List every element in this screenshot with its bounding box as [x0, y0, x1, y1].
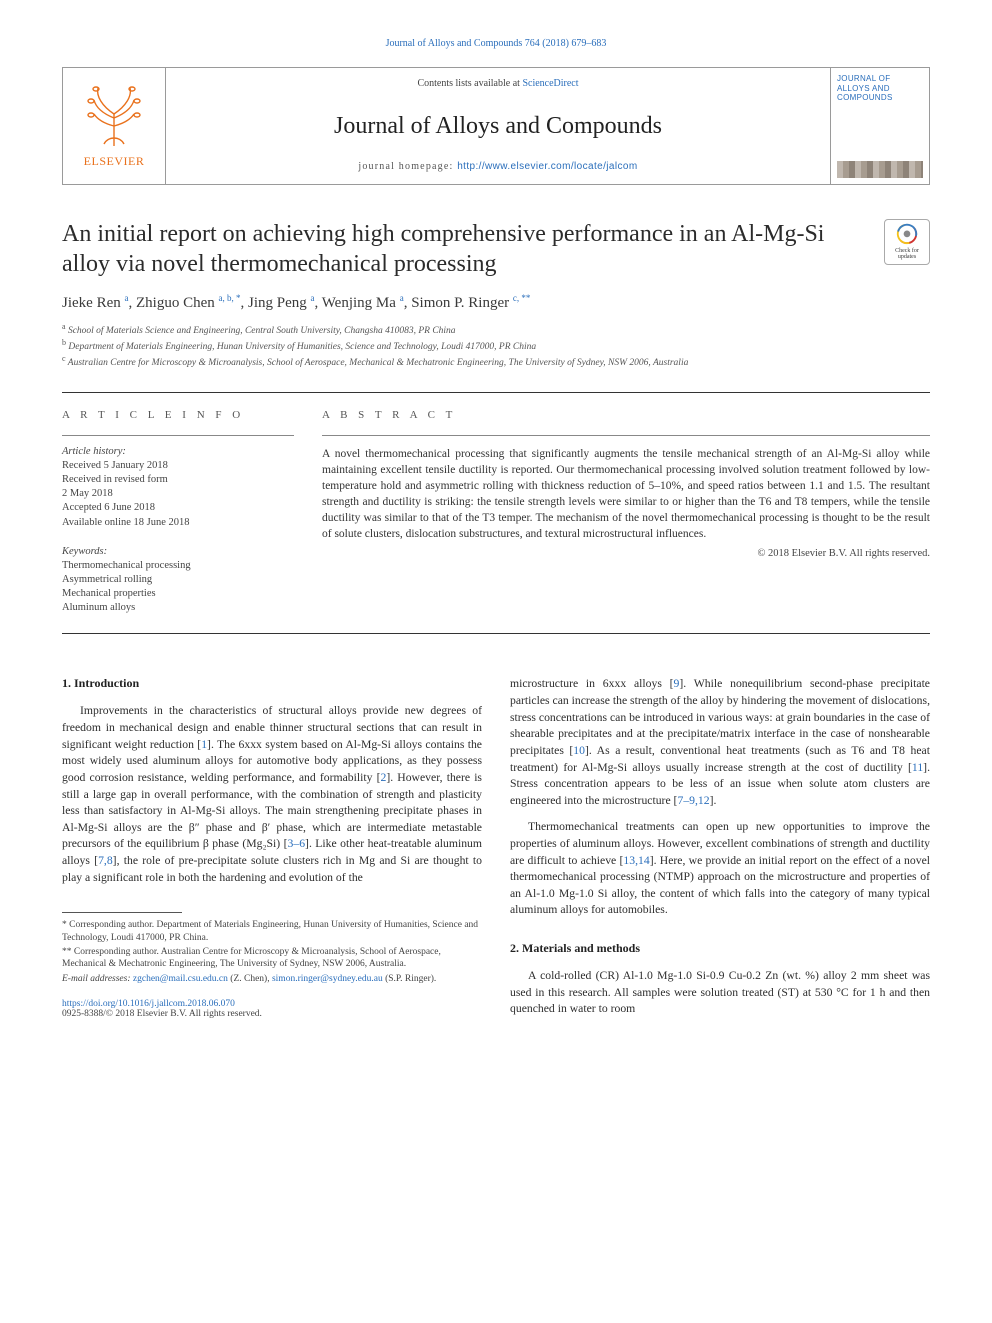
- methods-para-1: A cold-rolled (CR) Al-1.0 Mg-1.0 Si-0.9 …: [510, 968, 930, 1018]
- txt: A cold-rolled (CR) Al-1.0 Mg-1.0 Si-0.9 …: [510, 969, 930, 1015]
- footnote-rule: [62, 912, 182, 913]
- homepage-line: journal homepage: http://www.elsevier.co…: [176, 161, 820, 172]
- crossmark-line-1: Check for: [895, 248, 919, 254]
- intro-para-1-cont: microstructure in 6xxx alloys [9]. While…: [510, 676, 930, 809]
- banner-mid: Contents lists available at ScienceDirec…: [166, 67, 830, 185]
- journal-cover-thumb: JOURNAL OF ALLOYS AND COMPOUNDS: [830, 67, 930, 185]
- emails-prefix: E-mail addresses:: [62, 974, 133, 984]
- cite-11[interactable]: 11: [912, 761, 923, 774]
- elsevier-tree-icon: [82, 84, 146, 148]
- cover-art-strip: [837, 161, 923, 178]
- abstract-text: A novel thermomechanical processing that…: [322, 446, 930, 543]
- article-info-cap: A R T I C L E I N F O: [62, 409, 294, 421]
- issn-copyright: 0925-8388/© 2018 Elsevier B.V. All right…: [62, 1009, 482, 1019]
- title-row: An initial report on achieving high comp…: [62, 219, 930, 279]
- section-2-heading: 2. Materials and methods: [510, 941, 930, 956]
- abstract-col: A B S T R A C T A novel thermomechanical…: [322, 409, 930, 616]
- abstract-rule: [322, 435, 930, 436]
- txt: ], the role of pre-precipitate solute cl…: [62, 854, 482, 884]
- email-1-who: (Z. Chen),: [228, 974, 272, 984]
- cover-line-3: COMPOUNDS: [837, 93, 893, 102]
- sciencedirect-link[interactable]: ScienceDirect: [522, 78, 578, 89]
- col-right: microstructure in 6xxx alloys [9]. While…: [510, 676, 930, 1027]
- txt: microstructure in 6xxx alloys [: [510, 677, 674, 690]
- affiliations: a School of Materials Science and Engine…: [62, 322, 930, 370]
- contents-prefix: Contents lists available at: [417, 78, 522, 89]
- intro-para-2: Thermomechanical treatments can open up …: [510, 819, 930, 919]
- email-1[interactable]: zgchen@mail.csu.edu.cn: [133, 974, 228, 984]
- rule-above-info: [62, 392, 930, 393]
- cite-7-9-12[interactable]: 7–9,12: [677, 794, 709, 807]
- keywords-head: Keywords:: [62, 546, 294, 557]
- authors-line: Jieke Ren a, Zhiguo Chen a, b, *, Jing P…: [62, 293, 930, 312]
- doi-block: https://doi.org/10.1016/j.jallcom.2018.0…: [62, 999, 482, 1019]
- cite-3-6[interactable]: 3–6: [288, 837, 306, 850]
- info-abstract-row: A R T I C L E I N F O Article history: R…: [62, 409, 930, 616]
- crossmark-badge[interactable]: Check for updates: [884, 219, 930, 265]
- footnote-emails: E-mail addresses: zgchen@mail.csu.edu.cn…: [62, 973, 482, 985]
- cover-line-2: ALLOYS AND: [837, 84, 890, 93]
- cite-7-8[interactable]: 7,8: [98, 854, 113, 867]
- article-info-col: A R T I C L E I N F O Article history: R…: [62, 409, 294, 616]
- cite-10[interactable]: 10: [573, 744, 585, 757]
- section-1-heading: 1. Introduction: [62, 676, 482, 691]
- elsevier-wordmark: ELSEVIER: [84, 154, 145, 169]
- crossmark-line-2: updates: [898, 254, 916, 260]
- journal-title: Journal of Alloys and Compounds: [176, 113, 820, 140]
- top-citation: Journal of Alloys and Compounds 764 (201…: [62, 38, 930, 49]
- abstract-cap: A B S T R A C T: [322, 409, 930, 421]
- homepage-prefix: journal homepage:: [358, 161, 457, 172]
- keywords-body: Thermomechanical processingAsymmetrical …: [62, 559, 294, 616]
- col-left: 1. Introduction Improvements in the char…: [62, 676, 482, 1027]
- homepage-link[interactable]: http://www.elsevier.com/locate/jalcom: [457, 161, 637, 172]
- article-title: An initial report on achieving high comp…: [62, 219, 874, 279]
- contents-line: Contents lists available at ScienceDirec…: [176, 78, 820, 89]
- abstract-copyright: © 2018 Elsevier B.V. All rights reserved…: [322, 548, 930, 559]
- email-2-who: (S.P. Ringer).: [383, 974, 437, 984]
- cover-line-1: JOURNAL OF: [837, 74, 890, 83]
- rule-below-abstract: [62, 633, 930, 634]
- cite-13-14[interactable]: 13,14: [623, 854, 649, 867]
- txt: ].: [710, 794, 717, 807]
- body-columns: 1. Introduction Improvements in the char…: [62, 676, 930, 1027]
- doi-link[interactable]: https://doi.org/10.1016/j.jallcom.2018.0…: [62, 999, 482, 1009]
- cover-title: JOURNAL OF ALLOYS AND COMPOUNDS: [837, 74, 923, 103]
- footnote-1: * Corresponding author. Department of Ma…: [62, 919, 482, 944]
- crossmark-label: Check for updates: [895, 248, 919, 261]
- info-rule: [62, 435, 294, 436]
- history-head: Article history:: [62, 446, 294, 457]
- email-2[interactable]: simon.ringer@sydney.edu.au: [272, 974, 383, 984]
- crossmark-icon: [894, 223, 920, 245]
- elsevier-logo: ELSEVIER: [62, 67, 166, 185]
- intro-para-1: Improvements in the characteristics of s…: [62, 703, 482, 886]
- history-body: Received 5 January 2018Received in revis…: [62, 459, 294, 530]
- footnote-2: ** Corresponding author. Australian Cent…: [62, 946, 482, 971]
- header-banner: ELSEVIER Contents lists available at Sci…: [62, 67, 930, 185]
